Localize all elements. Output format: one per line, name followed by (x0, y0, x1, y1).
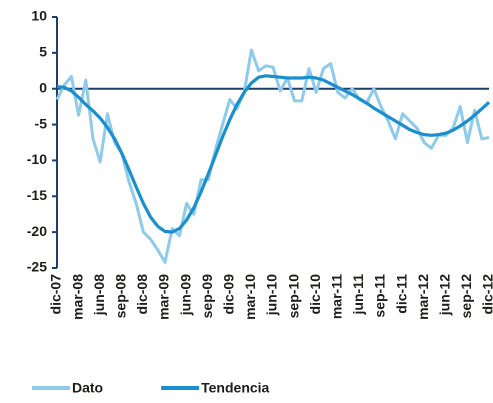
series-line (56, 74, 491, 234)
y-tick-label: -20 (27, 223, 47, 239)
series-line (55, 48, 490, 264)
y-tick-label: 5 (39, 44, 47, 60)
x-tick-label: jun-08 (91, 274, 107, 316)
x-tick-label: mar-12 (415, 274, 431, 320)
x-tick-label: dic-09 (221, 274, 237, 315)
x-tick-label: dic-11 (393, 274, 409, 314)
x-tick-label: mar-09 (156, 274, 172, 320)
x-tick-label: sep-12 (458, 274, 474, 319)
x-tick-label: dic-12 (480, 274, 493, 315)
x-tick-label: sep-08 (113, 274, 129, 319)
y-tick-label: 10 (31, 8, 47, 24)
x-tick-label: sep-10 (285, 274, 301, 319)
legend-label: Dato (72, 380, 103, 396)
y-tick-label: 0 (39, 79, 47, 95)
x-tick-label: dic-07 (48, 274, 64, 315)
x-tick-label: jun-10 (264, 274, 280, 316)
legend-label: Tendencia (201, 380, 269, 396)
x-tick-label: mar-08 (69, 274, 85, 320)
x-tick-label: sep-11 (372, 274, 388, 318)
y-tick-label: -25 (27, 259, 47, 275)
y-tick-label: -5 (35, 115, 48, 131)
x-tick-label: jun-11 (350, 274, 366, 316)
x-tick-label: jun-12 (437, 274, 453, 316)
x-tick-label: dic-08 (134, 274, 150, 315)
x-tick-label: sep-09 (199, 274, 215, 319)
y-tick-label: -10 (27, 151, 47, 167)
x-tick-label: mar-11 (329, 274, 345, 319)
x-tick-label: mar-10 (242, 274, 258, 320)
x-tick-label: jun-09 (177, 274, 193, 316)
y-tick-label: -15 (27, 187, 47, 203)
x-tick-label: dic-10 (307, 274, 323, 315)
